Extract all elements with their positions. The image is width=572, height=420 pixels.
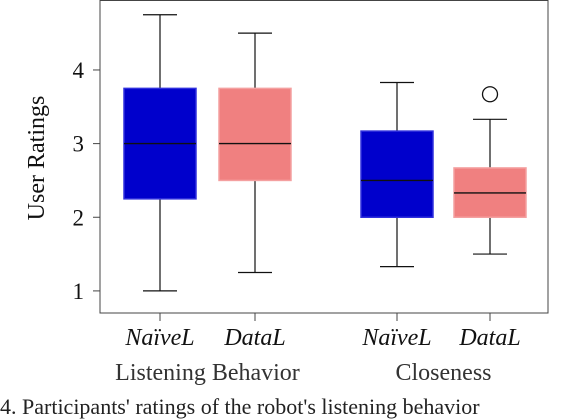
outlier-point	[481, 86, 499, 103]
figure-caption: 4. Participants' ratings of the robot's …	[0, 394, 480, 419]
box-2	[218, 87, 292, 182]
x-group-label: Listening Behavior	[115, 360, 300, 386]
plot-frame	[99, 0, 549, 314]
x-group-label: Closeness	[396, 360, 492, 386]
y-tick-label: 2	[73, 205, 85, 230]
x-category-label: NaïveL	[124, 325, 194, 351]
x-category-label: DataL	[458, 325, 520, 351]
y-tick-label: 3	[73, 132, 85, 157]
plot-area: 1 2 3 4 NaïveL DataL NaïveL DataL Listening Beha…	[73, 0, 549, 386]
y-tick-label: 4	[73, 58, 85, 83]
x-category-label: DataL	[223, 325, 285, 351]
y-tick-label: 1	[73, 279, 85, 304]
x-category-label: NaïveL	[361, 325, 431, 351]
y-axis-label: User Ratings	[24, 96, 50, 221]
box-3	[360, 130, 434, 219]
